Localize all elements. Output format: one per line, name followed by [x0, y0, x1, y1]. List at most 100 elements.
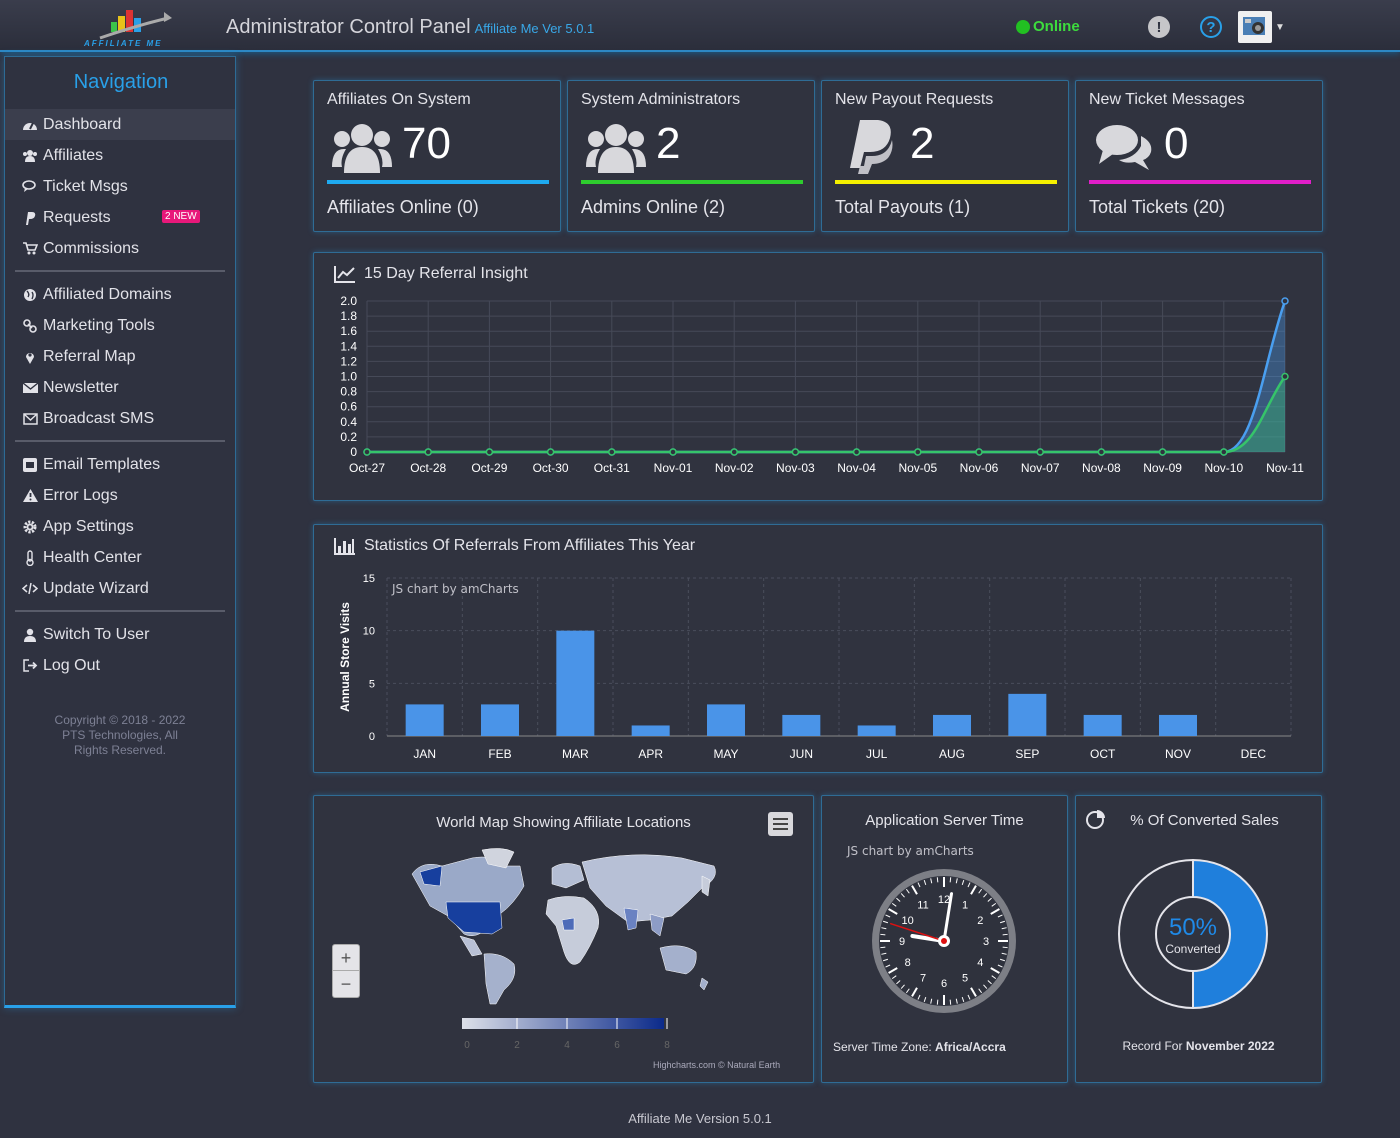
y-tick-label: 1.4 — [340, 339, 357, 353]
x-tick-label: Nov-05 — [898, 461, 937, 475]
stat-card-affiliates-on-system[interactable]: Affiliates On System 70 Affiliates Onlin… — [313, 80, 561, 232]
clock-tick — [891, 975, 897, 980]
world-map[interactable] — [402, 844, 732, 1009]
sidebar-item-dashboard[interactable]: Dashboard — [5, 109, 235, 140]
server-timezone: Server Time Zone: Africa/Accra — [833, 1040, 1006, 1054]
clock-tick — [955, 998, 958, 1004]
sidebar-item-switch-to-user[interactable]: Switch To User — [5, 619, 235, 650]
clock-tick — [983, 984, 988, 989]
bar — [631, 725, 670, 736]
x-tick-label: JUN — [790, 747, 813, 761]
bar — [1008, 693, 1047, 736]
sidebar-item-referral-map[interactable]: Referral Map — [5, 341, 235, 372]
version-label: Affiliate Me Ver 5.0.1 — [474, 21, 595, 36]
requests-new-badge: 2 NEW — [162, 210, 200, 223]
minute-hand — [942, 892, 954, 943]
sidebar-item-requests[interactable]: Requests 2 NEW — [5, 202, 235, 233]
sidebar-item-affiliates[interactable]: Affiliates — [5, 140, 235, 171]
converted-label: Converted — [1165, 942, 1221, 956]
y-tick-label: 0.8 — [340, 385, 357, 399]
sidebar-item-label: Affiliated Domains — [43, 285, 172, 303]
converted-sales-panel: % Of Converted Sales 50% Converted Recor… — [1075, 795, 1322, 1083]
bar — [556, 630, 595, 736]
stat-card-new-ticket-messages[interactable]: New Ticket Messages 0 Total Tickets (20) — [1075, 80, 1323, 232]
sidebar-item-app-settings[interactable]: App Settings — [5, 511, 235, 542]
map-menu-icon[interactable] — [768, 812, 793, 836]
sidebar-item-marketing-tools[interactable]: Marketing Tools — [5, 310, 235, 341]
clock-tick — [949, 999, 952, 1005]
panel-title-text: Administrator Control Panel — [226, 16, 471, 38]
sidebar-item-affiliated-domains[interactable]: Affiliated Domains — [5, 279, 235, 310]
y-tick-label: 0.2 — [340, 430, 357, 444]
x-tick-label: Oct-27 — [349, 461, 385, 475]
thermometer-icon — [21, 549, 39, 566]
stat-card-system-administrators[interactable]: System Administrators 2 Admins Online (2… — [567, 80, 815, 232]
sidebar-item-label: Referral Map — [43, 347, 136, 365]
sidebar-item-log-out[interactable]: Log Out — [5, 650, 235, 681]
x-tick-label: Nov-09 — [1143, 461, 1182, 475]
sidebar-divider — [15, 270, 225, 272]
bar — [1159, 714, 1197, 736]
map-marker-icon — [21, 350, 39, 364]
sidebar-item-update-wizard[interactable]: Update Wizard — [5, 573, 235, 604]
footer-version: Affiliate Me Version 5.0.1 — [628, 1111, 772, 1126]
stat-accent-bar — [327, 180, 549, 184]
clock-tick — [1002, 933, 1008, 936]
sidebar-item-ticket-msgs[interactable]: Ticket Msgs — [5, 171, 235, 202]
clock-tick — [936, 877, 939, 883]
page-title: Administrator Control Panel Affiliate Me … — [226, 16, 594, 39]
alert-icon[interactable]: ! — [1148, 16, 1170, 38]
x-tick-label: JAN — [413, 747, 436, 761]
help-icon[interactable]: ? — [1200, 16, 1222, 38]
x-tick-label: Oct-28 — [410, 461, 446, 475]
sidebar-divider — [15, 610, 225, 612]
stat-value: 0 — [1164, 119, 1189, 168]
sidebar-item-email-templates[interactable]: Email Templates — [5, 449, 235, 480]
top-bar: AFFILIATE ME Administrator Control Panel… — [0, 0, 1400, 52]
converted-percent: 50% — [1168, 914, 1218, 941]
x-tick-label: Nov-07 — [1021, 461, 1060, 475]
sidebar-item-label: Switch To User — [43, 625, 150, 643]
x-tick-label: NOV — [1165, 747, 1191, 761]
data-point — [1097, 448, 1106, 456]
x-tick-label: Nov-06 — [960, 461, 999, 475]
clock-tick — [911, 987, 918, 997]
sidebar-item-broadcast-sms[interactable]: Broadcast SMS — [5, 403, 235, 434]
sidebar-item-label: Newsletter — [43, 378, 119, 396]
paypal-icon — [21, 211, 39, 225]
clock-tick — [888, 967, 898, 974]
y-tick-label: 10 — [363, 626, 375, 638]
legend-tick-label: 0 — [464, 1040, 470, 1051]
sidebar-item-newsletter[interactable]: Newsletter — [5, 372, 235, 403]
clock-tick — [970, 885, 977, 895]
clock-tick — [983, 893, 988, 898]
stat-card-new-payout-requests[interactable]: New Payout Requests 2 Total Payouts (1) — [821, 80, 1069, 232]
data-point — [1220, 448, 1228, 456]
y-tick-label: 0.6 — [340, 400, 357, 414]
chevron-down-icon[interactable]: ▼ — [1275, 22, 1285, 33]
stat-footer: Affiliates Online (0) — [327, 197, 479, 217]
converted-sales-donut — [1118, 858, 1268, 1010]
clock-number: 11 — [917, 900, 928, 912]
sidebar-item-health-center[interactable]: Health Center — [5, 542, 235, 573]
users-icon — [332, 119, 392, 173]
clock-tick — [987, 980, 992, 985]
zoom-out-button[interactable]: − — [332, 971, 360, 998]
user-icon — [21, 628, 39, 642]
map-legend: 0 2 4 6 8 — [462, 1018, 670, 1051]
data-point — [914, 448, 922, 456]
app-logo[interactable]: AFFILIATE ME — [80, 6, 185, 48]
clock-tick — [885, 914, 891, 918]
y-tick-label: 0.4 — [340, 415, 357, 429]
clock-number: 10 — [902, 915, 914, 927]
referral-statistics-panel: Statistics Of Referrals From Affiliates … — [313, 524, 1323, 773]
zoom-in-button[interactable]: + — [332, 944, 360, 971]
sidebar-item-label: Email Templates — [43, 455, 161, 473]
clock-tick — [991, 975, 997, 980]
x-tick-label: Nov-08 — [1082, 461, 1121, 475]
sidebar-item-commissions[interactable]: Commissions — [5, 233, 235, 264]
sidebar-item-error-logs[interactable]: Error Logs — [5, 480, 235, 511]
avatar[interactable] — [1238, 11, 1272, 43]
globe-icon — [21, 288, 39, 302]
copyright: Copyright © 2018 - 2022 PTS Technologies… — [54, 713, 186, 757]
